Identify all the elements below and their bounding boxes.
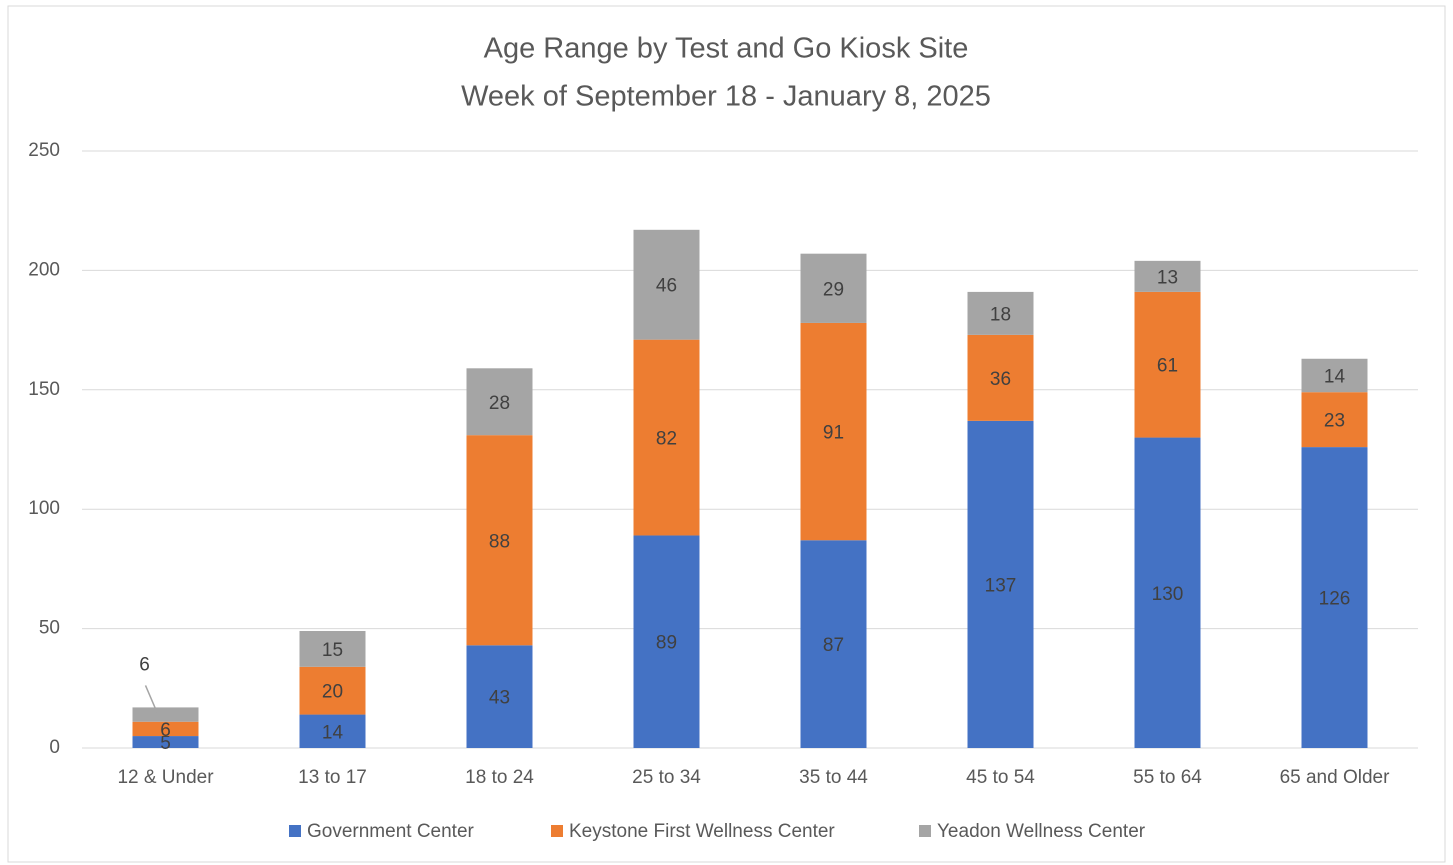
chart-title: Age Range by Test and Go Kiosk Site <box>484 33 969 65</box>
data-label: 6 <box>139 654 150 675</box>
y-tick-label: 200 <box>28 259 60 280</box>
bar-segment <box>800 322 867 541</box>
y-tick-label: 100 <box>28 498 60 519</box>
bar-segment <box>132 707 199 722</box>
data-label: 88 <box>489 531 510 552</box>
data-label: 89 <box>656 633 677 654</box>
bar-segment <box>633 535 700 748</box>
data-label: 23 <box>1324 411 1345 432</box>
label-leader <box>144 685 159 714</box>
legend-swatch <box>289 825 301 837</box>
y-tick-label: 250 <box>28 140 60 161</box>
data-label: 61 <box>1157 356 1178 377</box>
bar-segment <box>967 334 1034 421</box>
data-label: 18 <box>990 304 1011 325</box>
data-label: 36 <box>990 369 1011 390</box>
bar-segment <box>633 229 700 340</box>
bar-segment <box>132 736 199 748</box>
bar-segment <box>1301 392 1368 448</box>
bar-segment <box>132 721 199 737</box>
x-tick-label: 55 to 64 <box>1133 767 1202 788</box>
data-label: 5 <box>160 733 171 754</box>
data-label: 14 <box>1324 366 1346 387</box>
data-label: 6 <box>160 720 171 741</box>
data-label: 126 <box>1319 589 1351 610</box>
data-label: 130 <box>1152 584 1184 605</box>
x-tick-label: 35 to 44 <box>799 767 868 788</box>
data-label: 13 <box>1157 267 1178 288</box>
x-tick-label: 13 to 17 <box>298 767 367 788</box>
y-tick-label: 50 <box>39 618 60 639</box>
legend-swatch <box>919 825 931 837</box>
bar-segment <box>299 630 366 667</box>
legend-label: Government Center <box>307 821 475 842</box>
bar-segment <box>1134 437 1201 748</box>
data-label: 28 <box>489 393 510 414</box>
data-label: 15 <box>322 640 343 661</box>
data-label: 29 <box>823 279 844 300</box>
bar-segment <box>1134 291 1201 438</box>
data-label: 137 <box>985 575 1017 596</box>
legend-label: Yeadon Wellness Center <box>937 821 1146 842</box>
x-tick-label: 18 to 24 <box>465 767 534 788</box>
data-label: 14 <box>322 722 344 743</box>
bar-segment <box>466 435 533 646</box>
data-label: 43 <box>489 688 510 709</box>
data-label: 82 <box>656 429 677 450</box>
bar-segment <box>633 339 700 536</box>
bar-segment <box>800 253 867 323</box>
bar-segment <box>967 420 1034 748</box>
legend-swatch <box>551 825 563 837</box>
bar-segment <box>1301 358 1368 393</box>
data-label: 87 <box>823 635 844 656</box>
y-tick-label: 150 <box>28 379 60 400</box>
x-tick-label: 12 & Under <box>117 767 214 788</box>
x-tick-label: 25 to 34 <box>632 767 701 788</box>
y-tick-label: 0 <box>49 737 60 758</box>
bar-segment <box>800 540 867 748</box>
bar-segment <box>466 645 533 748</box>
legend-label: Keystone First Wellness Center <box>569 821 835 842</box>
data-label: 46 <box>656 276 677 297</box>
data-label: 91 <box>823 423 844 444</box>
bar-segment <box>299 714 366 748</box>
chart-frame <box>7 5 1446 863</box>
bar-segment <box>967 291 1034 335</box>
bar-segment <box>466 368 533 436</box>
data-label: 20 <box>322 682 343 703</box>
x-tick-label: 45 to 54 <box>966 767 1035 788</box>
bar-segment <box>1301 447 1368 748</box>
bar-segment <box>299 666 366 715</box>
bar-segment <box>1134 260 1201 292</box>
x-tick-label: 65 and Older <box>1280 767 1391 788</box>
chart-subtitle: Week of September 18 - January 8, 2025 <box>461 81 991 113</box>
